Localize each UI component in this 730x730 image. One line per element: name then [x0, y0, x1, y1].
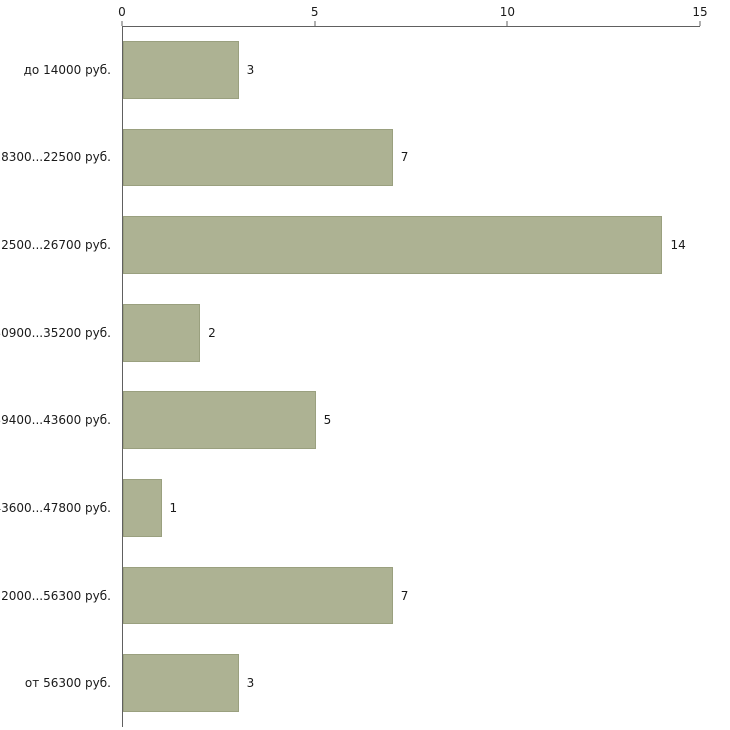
x-tick-mark [121, 21, 123, 26]
x-tick-label: 0 [118, 5, 126, 19]
value-label: 3 [246, 62, 255, 77]
value-label: 7 [400, 150, 409, 165]
bar-row: 7 [123, 114, 701, 202]
bar [123, 391, 316, 450]
category-label: 30900...35200 руб. [0, 325, 111, 340]
x-tick-mark [506, 21, 508, 26]
category-label: 39400...43600 руб. [0, 413, 111, 428]
bar-row: 3 [123, 26, 701, 114]
rows-container: 3 7 14 2 5 1 7 3 [122, 26, 701, 727]
bar [123, 654, 239, 713]
bar [123, 216, 663, 274]
value-label: 3 [246, 676, 255, 691]
x-tick-mark [699, 21, 701, 26]
x-tick-label: 15 [692, 5, 708, 19]
bar [123, 479, 162, 537]
bar [123, 128, 393, 187]
bar-row: 1 [123, 464, 701, 552]
bar-row: 7 [123, 552, 701, 640]
bar-row: 3 [123, 639, 701, 727]
bar [123, 303, 201, 362]
x-tick-mark [314, 21, 316, 26]
category-labels: до 14000 руб. 18300...22500 руб. 22500...2… [0, 26, 116, 727]
value-label: 5 [323, 413, 332, 428]
category-label: 52000...56300 руб. [0, 588, 111, 603]
category-label: 43600...47800 руб. [0, 500, 111, 515]
x-axis: 0 5 10 15 [118, 0, 708, 27]
bar [123, 566, 393, 625]
category-label: 18300...22500 руб. [0, 150, 111, 165]
category-label: 22500...26700 руб. [0, 238, 111, 253]
x-tick-label: 10 [499, 5, 515, 19]
category-label: до 14000 руб. [23, 62, 111, 77]
bar [123, 40, 239, 99]
bar-row: 14 [123, 201, 701, 289]
x-tick-label: 5 [310, 5, 319, 19]
category-label: от 56300 руб. [24, 676, 111, 691]
value-label: 14 [670, 238, 686, 253]
value-label: 7 [400, 588, 409, 603]
bar-row: 5 [123, 377, 701, 465]
value-label: 2 [208, 325, 216, 340]
bar-row: 2 [123, 289, 701, 377]
value-label: 1 [169, 500, 178, 515]
